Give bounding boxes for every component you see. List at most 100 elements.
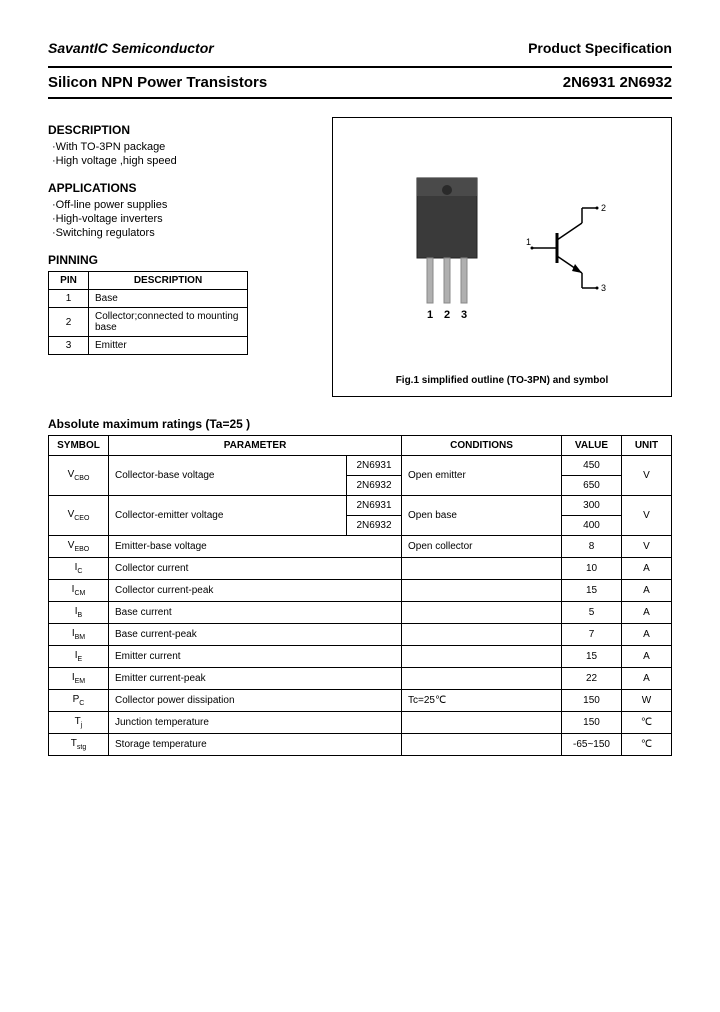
table-row: Tj Junction temperature 150 ℃: [49, 712, 672, 734]
table-row: IB Base current 5 A: [49, 602, 672, 624]
param-cell: Junction temperature: [109, 712, 402, 734]
part-numbers: 2N6931 2N6932: [563, 74, 672, 91]
desc-item: ·High voltage ,high speed: [52, 155, 318, 167]
table-row: VEBO Emitter-base voltage Open collector…: [49, 536, 672, 558]
doc-header: SavantIC Semiconductor Product Specifica…: [48, 40, 672, 56]
value-cell: 150: [562, 712, 622, 734]
upper-section: DESCRIPTION ·With TO-3PN package ·High v…: [48, 117, 672, 397]
value-cell: 400: [562, 516, 622, 536]
pin-desc: Base: [89, 290, 248, 308]
unit-cell: ℃: [622, 712, 672, 734]
text-column: DESCRIPTION ·With TO-3PN package ·High v…: [48, 117, 318, 397]
table-row: 1 Base: [49, 290, 248, 308]
value-cell: 5: [562, 602, 622, 624]
ratings-heading: Absolute maximum ratings (Ta=25 ): [48, 417, 672, 431]
symbol-cell: Tstg: [49, 734, 109, 756]
param-cell: Collector power dissipation: [109, 690, 402, 712]
cond-cell: [402, 580, 562, 602]
cond-cell: Open emitter: [402, 456, 562, 496]
value-cell: 10: [562, 558, 622, 580]
table-row: ICM Collector current-peak 15 A: [49, 580, 672, 602]
pinning-table: PIN DESCRIPTION 1 Base 2 Collector;conne…: [48, 271, 248, 355]
value-cell: 7: [562, 624, 622, 646]
variant-cell: 2N6932: [347, 516, 402, 536]
pin-label: 1: [427, 309, 433, 321]
unit-cell: A: [622, 646, 672, 668]
table-row: IBM Base current-peak 7 A: [49, 624, 672, 646]
pin-num: 2: [49, 308, 89, 337]
pinning-heading: PINNING: [48, 253, 318, 267]
param-cell: Base current: [109, 602, 402, 624]
param-cell: Storage temperature: [109, 734, 402, 756]
symbol-cell: VEBO: [49, 536, 109, 558]
unit-cell: V: [622, 536, 672, 558]
unit-cell: W: [622, 690, 672, 712]
symbol-cell: IB: [49, 602, 109, 624]
param-cell: Emitter current-peak: [109, 668, 402, 690]
unit-cell: A: [622, 624, 672, 646]
col-parameter: PARAMETER: [109, 436, 402, 456]
figure-box: 1 2 3 1 2 3 Fig.1 simp: [332, 117, 672, 397]
title-bar: Silicon NPN Power Transistors 2N6931 2N6…: [48, 66, 672, 99]
app-item: ·High-voltage inverters: [52, 213, 318, 225]
figure-caption: Fig.1 simplified outline (TO-3PN) and sy…: [396, 375, 609, 386]
table-header-row: SYMBOL PARAMETER CONDITIONS VALUE UNIT: [49, 436, 672, 456]
symbol-cell: ICM: [49, 580, 109, 602]
col-symbol: SYMBOL: [49, 436, 109, 456]
symbol-cell: Tj: [49, 712, 109, 734]
applications-heading: APPLICATIONS: [48, 181, 318, 195]
table-row: VCBO Collector-base voltage 2N6931 Open …: [49, 456, 672, 476]
table-row: PC Collector power dissipation Tc=25℃ 15…: [49, 690, 672, 712]
cond-cell: [402, 624, 562, 646]
value-cell: 150: [562, 690, 622, 712]
col-conditions: CONDITIONS: [402, 436, 562, 456]
param-cell: Collector current: [109, 558, 402, 580]
cond-cell: Open base: [402, 496, 562, 536]
ratings-table: SYMBOL PARAMETER CONDITIONS VALUE UNIT V…: [48, 435, 672, 756]
cond-cell: [402, 646, 562, 668]
pin-desc: Emitter: [89, 337, 248, 355]
app-item: ·Off-line power supplies: [52, 199, 318, 211]
value-cell: 450: [562, 456, 622, 476]
variant-cell: 2N6931: [347, 456, 402, 476]
col-value: VALUE: [562, 436, 622, 456]
col-desc: DESCRIPTION: [89, 272, 248, 290]
col-unit: UNIT: [622, 436, 672, 456]
symbol-cell: IBM: [49, 624, 109, 646]
company-name: SavantIC Semiconductor: [48, 40, 214, 56]
table-row: IE Emitter current 15 A: [49, 646, 672, 668]
cond-cell: [402, 558, 562, 580]
symbol-pin-label: 2: [601, 203, 606, 213]
param-cell: Base current-peak: [109, 624, 402, 646]
pin-num: 1: [49, 290, 89, 308]
symbol-cell: IEM: [49, 668, 109, 690]
table-row: 2 Collector;connected to mounting base: [49, 308, 248, 337]
product-family: Silicon NPN Power Transistors: [48, 74, 267, 91]
unit-cell: A: [622, 602, 672, 624]
col-pin: PIN: [49, 272, 89, 290]
doc-type: Product Specification: [528, 40, 672, 56]
value-cell: 8: [562, 536, 622, 558]
symbol-cell: PC: [49, 690, 109, 712]
pin-num: 3: [49, 337, 89, 355]
param-cell: Collector current-peak: [109, 580, 402, 602]
value-cell: 650: [562, 476, 622, 496]
table-row: IEM Emitter current-peak 22 A: [49, 668, 672, 690]
table-row: IC Collector current 10 A: [49, 558, 672, 580]
desc-item: ·With TO-3PN package: [52, 141, 318, 153]
param-cell: Emitter current: [109, 646, 402, 668]
cond-cell: Tc=25℃: [402, 690, 562, 712]
symbol-cell: IE: [49, 646, 109, 668]
symbol-pin-label: 3: [601, 283, 606, 293]
param-cell: Collector-emitter voltage: [109, 496, 347, 536]
cond-cell: [402, 668, 562, 690]
cond-cell: [402, 712, 562, 734]
symbol-cell: IC: [49, 558, 109, 580]
variant-cell: 2N6931: [347, 496, 402, 516]
unit-cell: V: [622, 456, 672, 496]
value-cell: 15: [562, 646, 622, 668]
table-row: VCEO Collector-emitter voltage 2N6931 Op…: [49, 496, 672, 516]
unit-cell: ℃: [622, 734, 672, 756]
pin-label: 3: [461, 309, 467, 321]
variant-cell: 2N6932: [347, 476, 402, 496]
